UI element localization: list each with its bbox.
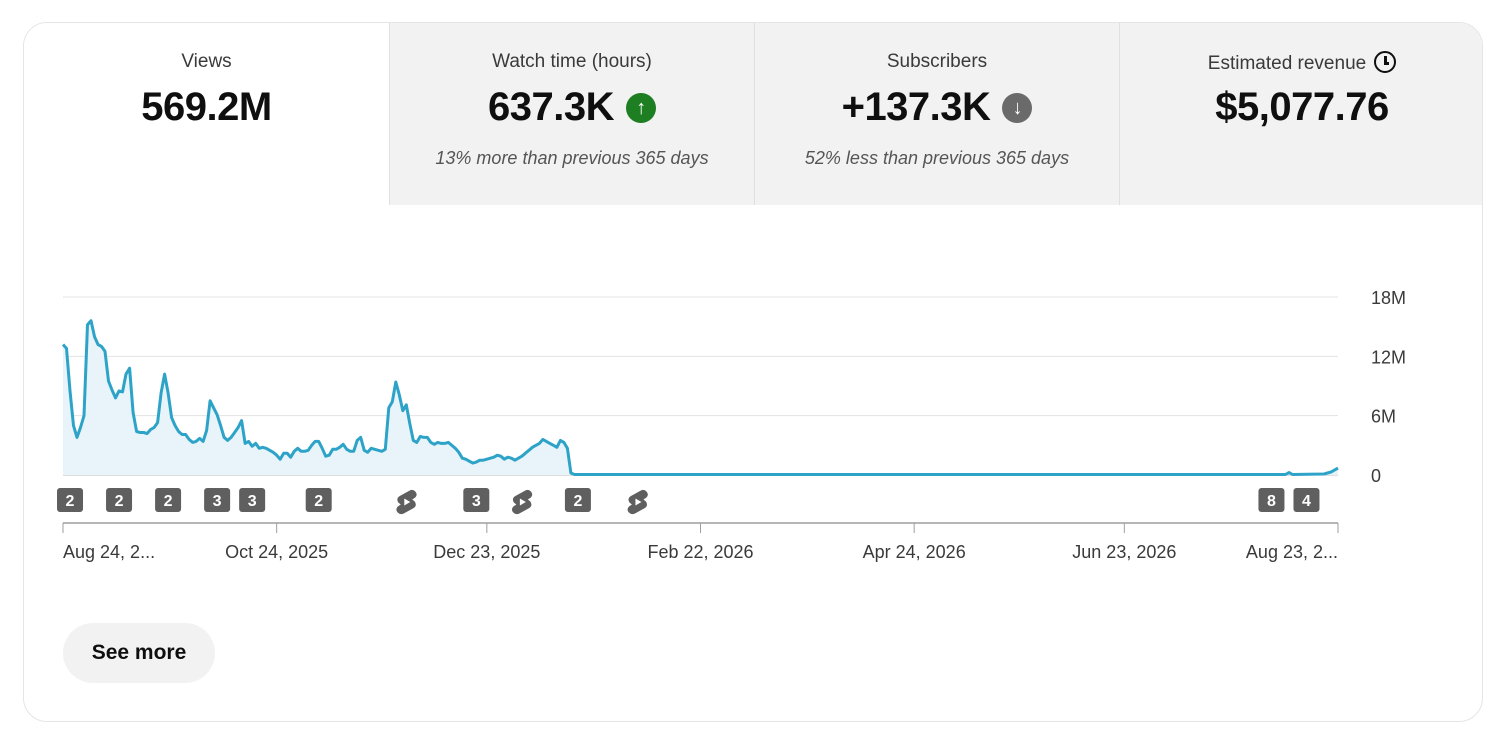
upload-marker[interactable] [463, 488, 490, 512]
upload-marker-count: 4 [1302, 493, 1311, 510]
views-chart[interactable]: 18M 12M 6M 0 2 2 2 3 3 2 3 2 8 4 Aug 24, 2... Oct 24, 2… [24, 23, 1483, 623]
upload-marker-count: 3 [248, 493, 257, 510]
x-tick-label: Dec 23, 2025 [433, 542, 540, 562]
tab-estimated-revenue[interactable]: Estimated revenue $5,077.76 [1119, 23, 1482, 205]
views-value: 569.2M [141, 85, 272, 129]
shorts-icon[interactable] [511, 489, 533, 515]
metric-tabs: Views 569.2M Watch time (hours) 637.3K ↑… [24, 23, 1482, 205]
upload-marker-count: 3 [213, 493, 222, 510]
tab-watch-time-label: Watch time (hours) [492, 51, 652, 72]
tab-watch-time[interactable]: Watch time (hours) 637.3K ↑ 13% more tha… [389, 23, 754, 205]
y-tick-label: 0 [1371, 466, 1381, 486]
upload-marker[interactable] [564, 488, 591, 512]
upload-marker[interactable] [239, 488, 266, 512]
subscribers-comparison: 52% less than previous 365 days [804, 148, 1070, 168]
watch-time-comparison: 13% more than previous 365 days [435, 148, 709, 168]
revenue-value: $5,077.76 [1215, 85, 1389, 129]
tab-revenue-label: Estimated revenue [1120, 51, 1482, 75]
shorts-icon[interactable] [627, 489, 648, 515]
analytics-card: Views 569.2M Watch time (hours) 637.3K ↑… [23, 22, 1483, 722]
x-tick-label: Apr 24, 2026 [863, 542, 966, 562]
shorts-icon[interactable] [396, 489, 417, 515]
revenue-label-text: Estimated revenue [1207, 53, 1367, 74]
tab-revenue-value: $5,077.76 [1120, 85, 1482, 130]
upload-marker-count: 2 [164, 493, 173, 510]
subscribers-value: +137.3K [841, 85, 991, 129]
upload-marker[interactable] [1258, 488, 1285, 512]
arrow-up-icon: ↑ [625, 92, 656, 123]
x-tick-label: Oct 24, 2025 [225, 542, 328, 562]
see-more-button[interactable]: See more [63, 623, 215, 683]
tab-subscribers-label: Subscribers [886, 51, 988, 72]
upload-marker-count: 8 [1267, 493, 1276, 510]
y-tick-label: 18M [1371, 288, 1406, 308]
views-series-line[interactable] [61, 319, 1339, 476]
tab-views[interactable]: Views 569.2M [24, 23, 389, 205]
x-tick-label: Aug 23, 2... [1246, 542, 1338, 562]
upload-marker-count: 2 [314, 493, 323, 510]
upload-marker[interactable] [204, 488, 231, 512]
views-area [63, 320, 1338, 475]
tab-subscribers-value: +137.3K ↓ [755, 85, 1119, 130]
x-tick-label: Jun 23, 2026 [1072, 542, 1176, 562]
tab-watch-time-value: 637.3K ↑ [390, 85, 754, 130]
upload-marker[interactable] [1293, 488, 1320, 512]
watch-time-value: 637.3K [488, 85, 614, 129]
upload-marker-count: 2 [115, 493, 124, 510]
upload-marker-count: 3 [472, 493, 481, 510]
upload-marker[interactable] [155, 488, 182, 512]
y-tick-label: 6M [1371, 407, 1396, 427]
tab-views-label: Views [181, 51, 232, 72]
upload-marker[interactable] [57, 488, 84, 512]
upload-marker-count: 2 [573, 493, 582, 510]
tab-views-value: 569.2M [24, 85, 389, 130]
arrow-down-icon: ↓ [1002, 92, 1033, 123]
tab-subscribers[interactable]: Subscribers +137.3K ↓ 52% less than prev… [754, 23, 1119, 205]
y-tick-label: 12M [1371, 347, 1406, 367]
x-tick-label: Feb 22, 2026 [647, 542, 753, 562]
x-tick-label: Aug 24, 2... [63, 542, 155, 562]
clock-icon[interactable] [1374, 51, 1397, 73]
upload-marker-count: 2 [66, 493, 75, 510]
upload-marker[interactable] [305, 488, 332, 512]
upload-marker[interactable] [106, 488, 133, 512]
